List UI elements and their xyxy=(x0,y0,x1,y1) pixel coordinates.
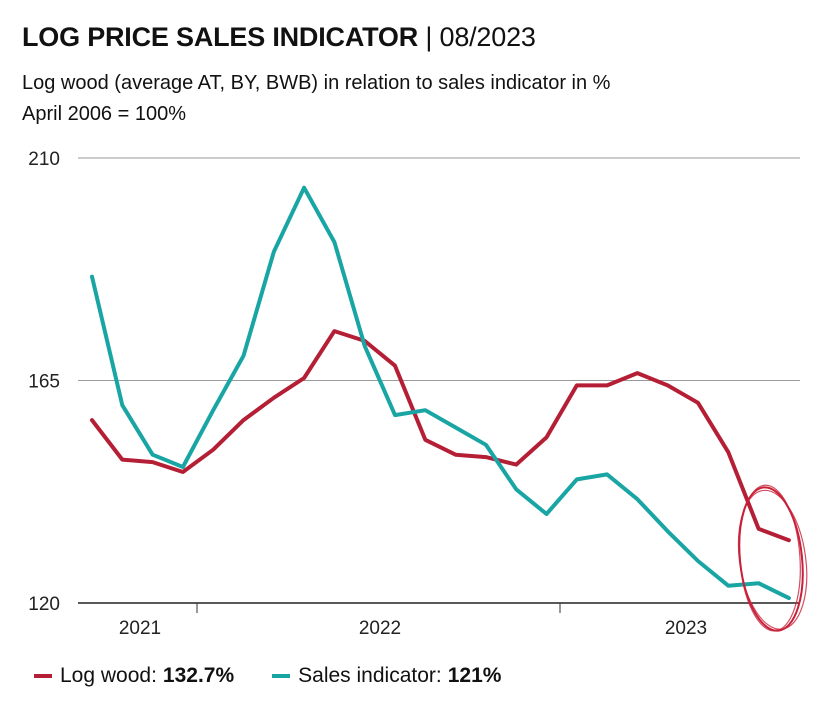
legend-swatch-sales-indicator xyxy=(272,674,291,678)
ellipse-stroke-3 xyxy=(738,484,801,632)
x-tick-label-2023: 2023 xyxy=(665,618,707,639)
y-tick-label-210: 210 xyxy=(28,149,60,170)
series-line-sales-indicator xyxy=(90,185,791,601)
x-tick-label-2021: 2021 xyxy=(119,618,161,639)
highlight-ellipse-annotation xyxy=(737,484,808,632)
title-separator: | xyxy=(425,22,433,52)
chart-title: LOG PRICE SALES INDICATOR | 08/2023 xyxy=(22,22,536,53)
x-tick-label-2022: 2022 xyxy=(359,618,401,639)
chart-subtitle: Log wood (average AT, BY, BWB) in relati… xyxy=(22,68,610,130)
y-tick-label-120: 120 xyxy=(28,594,60,615)
legend-item-log-wood: Log wood: 132.7% xyxy=(34,664,234,688)
y-tick-label-165: 165 xyxy=(28,372,60,393)
legend-label-sales-indicator: Sales indicator: xyxy=(298,664,442,687)
legend-label-log-wood: Log wood: xyxy=(60,664,157,687)
chart-legend: Log wood: 132.7% Sales indicator: 121% xyxy=(34,664,539,688)
ellipse-stroke-1 xyxy=(738,486,804,632)
legend-swatch-log-wood xyxy=(34,674,52,678)
subtitle-line-1: Log wood (average AT, BY, BWB) in relati… xyxy=(22,72,611,94)
legend-value-sales-indicator: 121% xyxy=(447,664,502,687)
title-date: 08/2023 xyxy=(439,22,536,52)
series-line-log-wood xyxy=(90,329,791,543)
subtitle-line-2: April 2006 = 100% xyxy=(22,103,187,125)
title-text: LOG PRICE SALES INDICATOR xyxy=(22,22,419,52)
legend-item-sales-indicator: Sales indicator: 121% xyxy=(272,664,501,688)
legend-value-log-wood: 132.7% xyxy=(162,664,235,687)
